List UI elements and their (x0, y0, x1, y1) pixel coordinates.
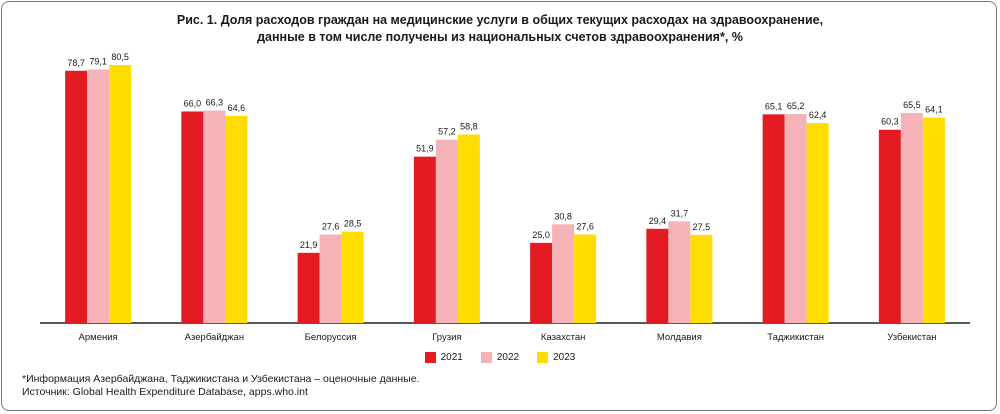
legend-swatch-2023 (537, 352, 549, 363)
legend-item-2022: 2022 (480, 352, 520, 363)
data-label-2022-7: 65,5 (903, 100, 921, 110)
chart-title-line-2: данные в том числе получены из националь… (257, 30, 743, 44)
x-tick-label-0: Армения (79, 332, 118, 343)
x-tick-label-3: Грузия (432, 332, 461, 343)
x-tick-label-6: Таджикистан (767, 332, 824, 343)
bar-2023-4 (574, 234, 597, 323)
legend-label-2022: 2022 (496, 352, 520, 363)
x-tick-label-1: Азербайджан (185, 332, 244, 343)
bar-2022-3 (435, 139, 458, 323)
legend-swatch-2021 (424, 352, 436, 363)
data-label-2021-3: 51,9 (416, 144, 434, 154)
data-label-2022-6: 65,2 (787, 101, 805, 111)
footnote-source: Источник: Global Health Expenditure Data… (22, 386, 308, 398)
bar-2021-5 (646, 228, 669, 323)
footnote-note: *Информация Азербайджана, Таджикистана и… (22, 373, 420, 385)
data-label-2021-4: 25,0 (532, 230, 550, 240)
data-label-2021-5: 29,4 (649, 216, 667, 226)
data-label-2021-2: 21,9 (300, 240, 318, 250)
x-tick-label-7: Узбекистан (887, 332, 936, 343)
bar-2023-3 (457, 134, 480, 323)
legend-item-2021: 2021 (424, 352, 463, 363)
data-label-2023-0: 80,5 (111, 52, 129, 62)
bar-2022-4 (552, 224, 575, 323)
bar-2022-5 (668, 221, 691, 323)
data-label-2023-1: 64,6 (228, 103, 246, 113)
bar-2023-1 (225, 115, 248, 323)
x-tick-label-4: Казахстан (541, 332, 586, 343)
legend-swatch-2022 (480, 352, 492, 363)
data-label-2023-7: 64,1 (925, 105, 943, 115)
legend: 2021 2022 2023 (0, 352, 1000, 363)
bar-2023-5 (690, 234, 713, 323)
data-label-2023-5: 27,5 (693, 222, 711, 232)
chart-title: Рис. 1. Доля расходов граждан на медицин… (0, 12, 1000, 46)
bar-2021-1 (181, 111, 204, 323)
bar-2021-0 (65, 70, 88, 323)
legend-label-2023: 2023 (553, 352, 576, 363)
x-tick-label-2: Белоруссия (305, 332, 357, 343)
bar-2021-4 (530, 242, 553, 323)
data-label-2023-4: 27,6 (576, 222, 594, 232)
data-label-2023-3: 58,8 (460, 122, 478, 132)
data-label-2021-0: 78,7 (67, 58, 85, 68)
footnote: *Информация Азербайджана, Таджикистана и… (22, 373, 419, 399)
bar-2023-7 (922, 117, 945, 323)
data-label-2022-4: 30,8 (554, 211, 572, 221)
bar-2021-3 (413, 156, 436, 323)
bar-2022-6 (784, 114, 807, 323)
data-label-2022-3: 57,2 (438, 127, 456, 137)
data-label-2021-7: 60,3 (881, 117, 899, 127)
data-label-2021-6: 65,1 (765, 101, 783, 111)
data-label-2023-6: 62,4 (809, 110, 827, 120)
bar-2023-0 (109, 65, 132, 323)
bar-2022-2 (319, 234, 342, 323)
chart-title-line-1: Рис. 1. Доля расходов граждан на медицин… (176, 13, 824, 27)
bar-2023-6 (806, 123, 829, 323)
data-label-2022-1: 66,3 (206, 98, 224, 108)
data-label-2023-2: 28,5 (344, 219, 362, 229)
data-label-2022-0: 79,1 (89, 56, 107, 66)
data-label-2022-2: 27,6 (322, 222, 340, 232)
legend-label-2021: 2021 (440, 352, 463, 363)
bar-2021-2 (297, 252, 320, 323)
data-label-2022-5: 31,7 (671, 208, 689, 218)
bar-2021-6 (762, 114, 785, 323)
bar-2022-0 (87, 69, 110, 323)
bar-2021-7 (878, 129, 901, 323)
bar-2022-7 (900, 113, 923, 324)
legend-item-2023: 2023 (537, 352, 575, 363)
bar-2023-2 (341, 231, 364, 323)
data-label-2021-1: 66,0 (184, 98, 202, 108)
x-tick-label-5: Молдавия (657, 332, 702, 343)
bar-2022-1 (203, 110, 226, 323)
